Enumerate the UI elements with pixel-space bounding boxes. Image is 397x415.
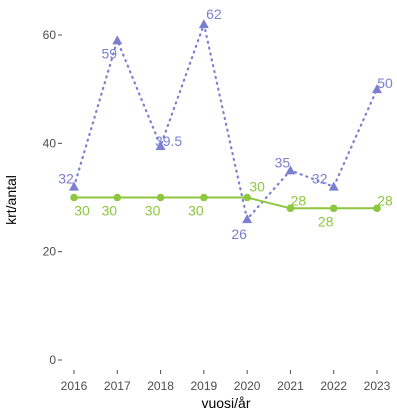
series-1-point [69, 181, 79, 191]
series-2-data-label: 30 [249, 179, 265, 195]
series-2-point [113, 193, 122, 202]
series-1-point [242, 214, 253, 224]
series-2-data-label: 28 [291, 192, 307, 208]
x-tick-label: 2021 [277, 379, 304, 393]
series-2-point [373, 204, 381, 213]
series-1-data-label: 62 [206, 6, 222, 22]
series-2-point [200, 193, 208, 202]
series-1-data-label: 50 [377, 75, 393, 91]
x-tick-label: 2023 [364, 379, 391, 393]
series-1-point [372, 84, 382, 94]
series-2-data-label: 28 [377, 192, 393, 208]
series-2-data-label: 28 [318, 213, 334, 229]
series-1-data-label: 32 [58, 171, 74, 187]
series-1-point [155, 141, 166, 151]
data-label-layer: 32 59 39.5 62 26 35 32 50 30 30 30 30 30 28 28 28 [58, 6, 393, 242]
series-1-data-label: 32 [312, 171, 328, 187]
series-2-point [156, 193, 165, 202]
series-2-point [70, 193, 78, 202]
series-1-point [112, 35, 123, 45]
series-2-point [286, 204, 295, 213]
x-tick-label: 2017 [104, 379, 131, 393]
series-1-data-label: 39.5 [155, 133, 182, 149]
y-axis-title: krt/antal [3, 175, 19, 225]
series-layer [69, 19, 382, 224]
series-2-point [243, 193, 251, 202]
x-axis: 2016 2017 2018 2019 2020 2021 2022 2023 [61, 370, 391, 393]
y-tick-label: 40 [43, 136, 57, 150]
x-tick-label: 2018 [147, 379, 174, 393]
series-1-point [285, 165, 296, 175]
series-1-point [198, 19, 209, 29]
series-1-data-label: 35 [275, 154, 291, 170]
x-tick-label: 2019 [191, 379, 218, 393]
series-line-2 [74, 196, 377, 210]
series-1-data-label: 59 [101, 45, 117, 61]
series-2-data-label: 30 [101, 203, 117, 219]
y-tick-label: 0 [49, 353, 56, 367]
x-tick-label: 2020 [234, 379, 261, 393]
y-axis: 0 20 40 60 [43, 28, 62, 367]
series-1-data-label: 26 [231, 226, 247, 242]
x-axis-title: vuosi/år [201, 395, 250, 411]
y-tick-label: 60 [43, 28, 57, 42]
series-2-data-label: 30 [74, 203, 90, 219]
x-tick-label: 2016 [61, 379, 88, 393]
series-2-data-label: 30 [188, 203, 204, 219]
series-2-point [329, 204, 338, 213]
x-tick-label: 2022 [320, 379, 347, 393]
series-2-data-label: 30 [145, 203, 161, 219]
y-tick-label: 20 [43, 245, 57, 259]
series-1-point [328, 181, 339, 191]
